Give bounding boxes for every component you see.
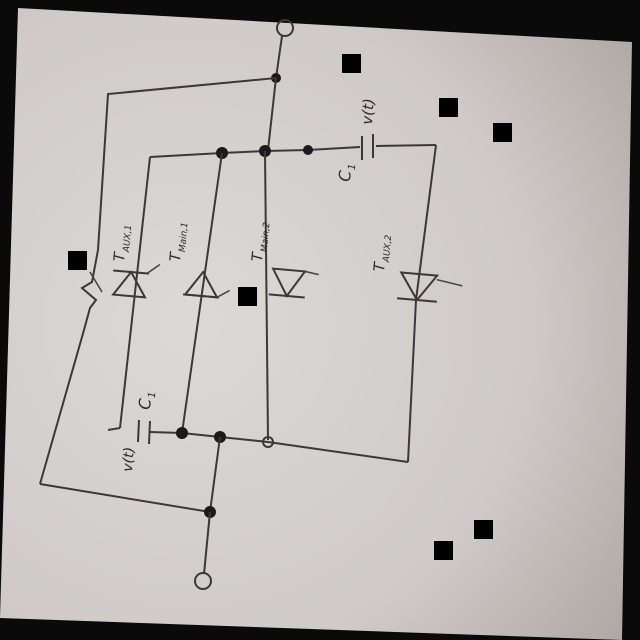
- svg-text:1: 1: [347, 163, 358, 170]
- label-t-main-2: T Main,2: [248, 222, 273, 263]
- occlusion-square: [342, 54, 361, 73]
- svg-text:1: 1: [147, 391, 158, 398]
- top-lead-wire: [275, 35, 283, 79]
- label-t-aux-1: T AUX,1: [110, 224, 134, 263]
- thyristor-main-2: [268, 267, 319, 299]
- column-main2: [264, 150, 269, 441]
- bottom-rail-left: [107, 427, 121, 431]
- node-dot: [176, 427, 188, 439]
- paper-sheet: [0, 8, 632, 640]
- c1-label-top: C 1: [335, 163, 358, 182]
- switch-element: [39, 249, 103, 485]
- node-dot: [262, 436, 274, 448]
- occlusion-square: [434, 541, 453, 560]
- svg-text:C: C: [135, 397, 155, 410]
- v-label-bottom: v(t): [120, 447, 138, 473]
- label-t-aux-2: T AUX,2: [370, 234, 394, 273]
- top-drop-wire: [267, 77, 277, 151]
- label-t-main-1: T Main,1: [166, 222, 191, 263]
- svg-text:T: T: [110, 250, 129, 263]
- svg-text:T: T: [166, 250, 185, 263]
- top-rail-right: [375, 144, 437, 147]
- svg-text:Main,2: Main,2: [260, 222, 273, 253]
- column-aux1: [119, 156, 151, 429]
- bottom-lead-wire: [203, 511, 211, 575]
- outer-bottom-wire: [39, 483, 211, 513]
- thyristor-aux-1: [111, 263, 161, 299]
- bottom-terminal: [194, 572, 212, 590]
- occlusion-square: [439, 98, 458, 117]
- top-terminal: [276, 19, 294, 37]
- thyristor-aux-2: [396, 271, 463, 303]
- column-main1: [181, 152, 223, 434]
- occlusion-square: [238, 287, 257, 306]
- svg-text:T: T: [248, 250, 267, 263]
- svg-text:Main,1: Main,1: [178, 222, 191, 253]
- v-label-top: v(t): [358, 98, 378, 126]
- outer-top-wire: [97, 77, 277, 251]
- bottom-drop-wire: [209, 436, 221, 513]
- occlusion-square: [474, 520, 493, 539]
- svg-text:T: T: [370, 260, 389, 273]
- capacitor-top: [361, 134, 374, 160]
- c1-label-bottom: C 1: [135, 391, 158, 410]
- node-dot: [303, 145, 313, 155]
- svg-text:C: C: [335, 169, 355, 182]
- capacitor-bottom: [137, 419, 151, 445]
- thyristor-main-1: [183, 270, 231, 299]
- svg-text:AUX,1: AUX,1: [122, 224, 134, 253]
- occlusion-square: [68, 251, 87, 270]
- occlusion-square: [493, 123, 512, 142]
- svg-text:AUX,2: AUX,2: [382, 234, 394, 264]
